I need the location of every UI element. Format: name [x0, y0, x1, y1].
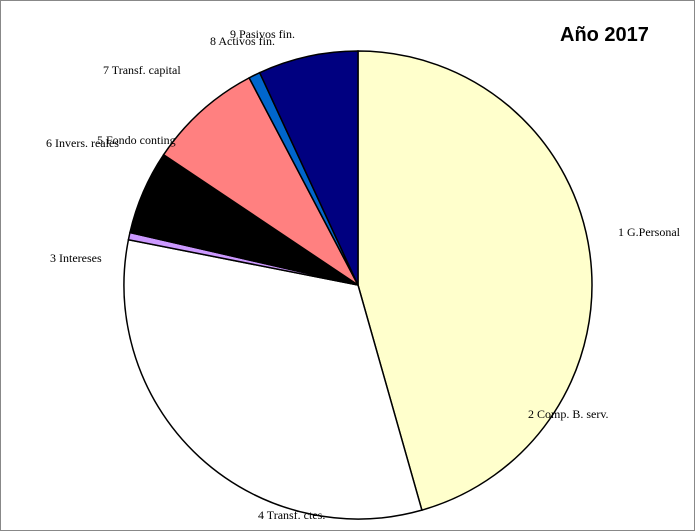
pie-slice	[123, 238, 423, 520]
slice-label: 2 Comp. B. serv.	[528, 407, 609, 421]
pie-slice	[357, 50, 593, 512]
slice-label: 7 Transf. capital	[103, 63, 181, 77]
slice-label: 6 Invers. reales	[46, 136, 119, 150]
slice-label: 3 Intereses	[50, 251, 102, 265]
pie-slice	[162, 76, 359, 286]
chart-title: Año 2017	[560, 24, 649, 46]
slice-label: 1 G.Personal	[618, 225, 681, 239]
pie-slice	[258, 50, 359, 286]
slice-label: 4 Transf. ctes.	[258, 508, 325, 522]
slice-label: 8 Activos fin.	[210, 34, 275, 48]
slice-label: 9 Pasivos fin.	[230, 27, 295, 41]
slice-label: 5 Fondo conting	[97, 133, 176, 147]
